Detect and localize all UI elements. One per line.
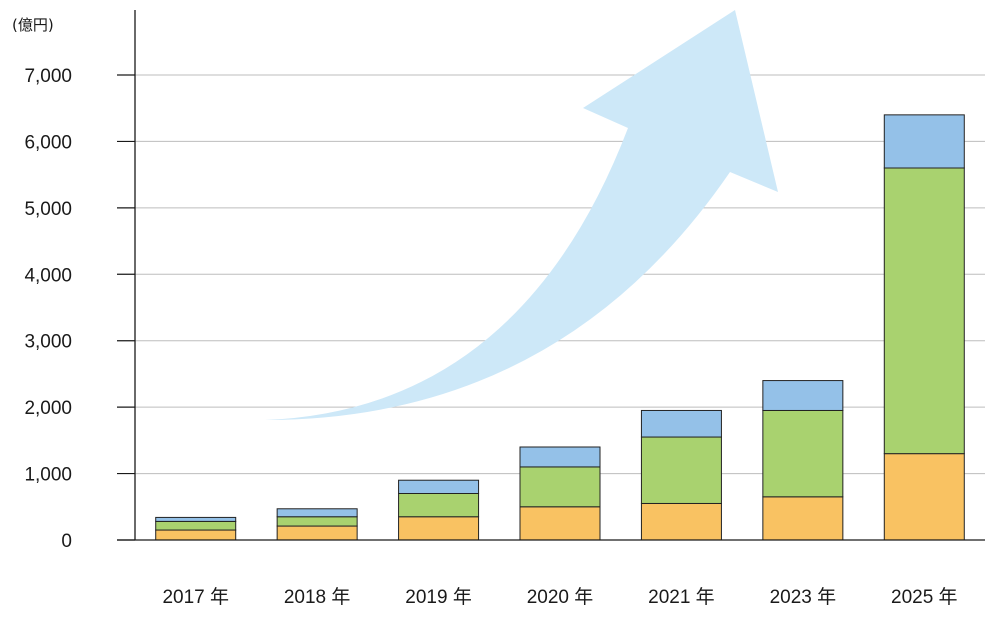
bar-segment-3 [398, 479, 480, 495]
y-tick-label: 7,000 [24, 66, 72, 87]
x-tick-label: 2025 年 [891, 586, 958, 608]
bar-segment-1 [762, 496, 844, 541]
x-tick-label: 2017 年 [162, 586, 229, 608]
bar-segment-2 [519, 466, 601, 508]
y-tick-label: 2,000 [24, 398, 72, 419]
bar-segment-3 [762, 380, 844, 411]
x-tick-label: 2020 年 [527, 586, 594, 608]
y-tick-label: 1,000 [24, 465, 72, 486]
x-axis-ticks: 2017 年 2018 年 2019 年 2020 年 2021 年 2023 年 2025… [162, 586, 957, 608]
bar-segment-1 [276, 525, 358, 541]
bars [155, 114, 965, 541]
y-tick-label: 3,000 [24, 332, 72, 353]
bar-segment-2 [398, 493, 480, 518]
x-tick-label: 2021 年 [648, 586, 715, 608]
bar-segment-2 [640, 436, 722, 504]
y-tick-label: 5,000 [24, 199, 72, 220]
growth-arrow-icon [265, 10, 778, 420]
y-tick-label: 6,000 [24, 132, 72, 153]
y-tick-label: 0 [61, 531, 72, 552]
x-tick-label: 2023 年 [770, 586, 837, 608]
bar-segment-3 [883, 114, 965, 169]
bar-segment-3 [640, 409, 722, 438]
x-tick-label: 2019 年 [405, 586, 472, 608]
bar-segment-2 [276, 516, 358, 527]
bar-segment-1 [519, 506, 601, 541]
bar-segment-3 [155, 516, 237, 522]
x-tick-label: 2018 年 [284, 586, 351, 608]
bar-segment-3 [276, 508, 358, 518]
bar-segment-1 [155, 529, 237, 541]
bar-segment-2 [883, 167, 965, 455]
bar-segment-1 [640, 502, 722, 541]
bar-segment-3 [519, 446, 601, 468]
bar-segment-2 [155, 520, 237, 531]
y-tick-label: 4,000 [24, 265, 72, 286]
y-axis-ticks: 0 1,000 2,000 3,000 4,000 5,000 6,000 7,000 [24, 66, 135, 552]
y-axis-unit-label: (億円) [12, 16, 54, 34]
bar-segment-1 [883, 453, 965, 541]
bar-segment-2 [762, 409, 844, 498]
gridlines [135, 74, 985, 475]
bar-segment-1 [398, 516, 480, 541]
